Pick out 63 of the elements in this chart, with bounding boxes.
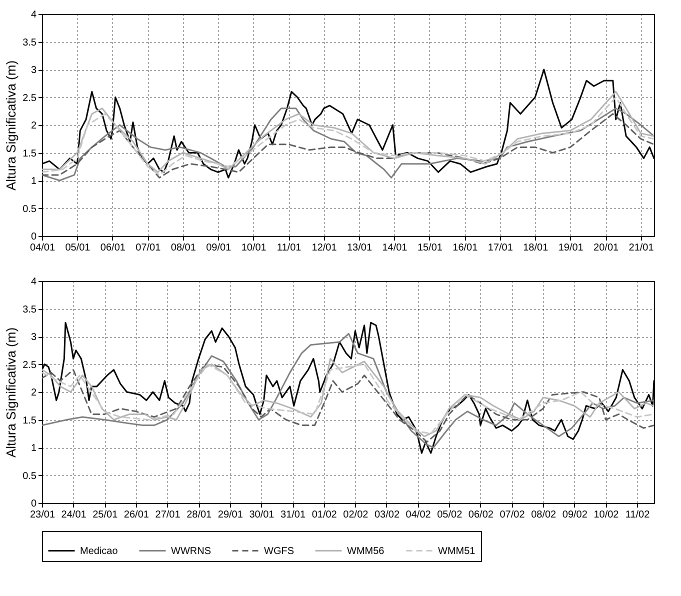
x-tick-label: 10/01 <box>241 242 267 254</box>
x-tick-label: 02/02 <box>343 510 369 520</box>
x-tick-label: 15/01 <box>417 242 443 254</box>
y-tick-label: 0.5 <box>22 204 37 215</box>
legend-label: Medicao <box>80 546 118 557</box>
y-tick-label: 2 <box>30 120 37 132</box>
x-tick-label: 28/01 <box>186 510 212 520</box>
y-tick-label: 4 <box>30 10 37 20</box>
x-tick-label: 04/02 <box>406 510 432 520</box>
legend-label: WGFS <box>264 546 294 557</box>
y-tick-label: 3 <box>30 332 37 343</box>
x-tick-label: 06/01 <box>100 242 126 254</box>
x-tick-label: 17/01 <box>488 242 514 254</box>
x-tick-label: 10/02 <box>594 510 620 520</box>
x-tick-label: 03/02 <box>374 510 400 520</box>
y-axis-title: Altura Significativa (m) <box>4 327 19 458</box>
x-tick-label: 23/01 <box>30 510 56 520</box>
legend-label: WWRNS <box>171 546 212 557</box>
x-tick-label: 14/01 <box>382 242 408 254</box>
x-tick-label: 11/02 <box>625 510 650 520</box>
y-tick-label: 1 <box>30 443 37 454</box>
legend-label: WMM56 <box>347 546 385 557</box>
y-tick-label: 3.5 <box>22 37 37 48</box>
x-tick-label: 08/01 <box>170 242 196 254</box>
x-tick-label: 19/01 <box>558 242 584 254</box>
x-tick-label: 25/01 <box>92 510 118 520</box>
x-tick-label: 21/01 <box>628 242 654 254</box>
y-tick-label: 1.5 <box>22 415 37 426</box>
y-tick-label: 0.5 <box>22 470 37 482</box>
x-tick-label: 13/01 <box>346 242 372 254</box>
x-tick-label: 07/02 <box>500 510 526 520</box>
x-tick-label: 12/01 <box>312 242 338 254</box>
x-tick-label: 16/01 <box>452 242 478 254</box>
x-tick-label: 01/02 <box>312 510 338 520</box>
y-tick-label: 2.5 <box>22 92 37 104</box>
x-tick-label: 09/01 <box>206 242 232 254</box>
x-tick-label: 05/02 <box>437 510 463 520</box>
y-tick-label: 1.5 <box>22 148 37 160</box>
legend-label: WMM51 <box>438 546 476 557</box>
x-tick-label: 31/01 <box>280 510 306 520</box>
y-tick-label: 1 <box>30 176 37 187</box>
x-tick-label: 04/01 <box>30 242 56 254</box>
y-tick-label: 2 <box>30 388 37 398</box>
y-tick-label: 3.5 <box>22 304 37 316</box>
x-tick-label: 07/01 <box>136 242 162 254</box>
y-axis-title: Altura Significativa (m) <box>4 60 19 191</box>
y-tick-label: 4 <box>30 276 37 288</box>
x-tick-label: 27/01 <box>155 510 181 520</box>
x-tick-label: 30/01 <box>249 510 275 520</box>
x-tick-label: 26/01 <box>124 510 150 520</box>
x-tick-label: 08/02 <box>531 510 557 520</box>
y-tick-label: 0 <box>30 232 37 242</box>
y-tick-label: 0 <box>30 498 37 510</box>
x-tick-label: 09/02 <box>562 510 588 520</box>
x-tick-label: 24/01 <box>61 510 87 520</box>
x-tick-label: 11/01 <box>276 242 302 254</box>
x-tick-label: 29/01 <box>218 510 244 520</box>
x-tick-label: 05/01 <box>65 242 91 254</box>
x-tick-label: 18/01 <box>523 242 549 254</box>
x-tick-label: 06/02 <box>468 510 494 520</box>
x-tick-label: 20/01 <box>594 242 620 254</box>
y-tick-label: 2.5 <box>22 360 37 371</box>
y-tick-label: 3 <box>30 65 37 76</box>
